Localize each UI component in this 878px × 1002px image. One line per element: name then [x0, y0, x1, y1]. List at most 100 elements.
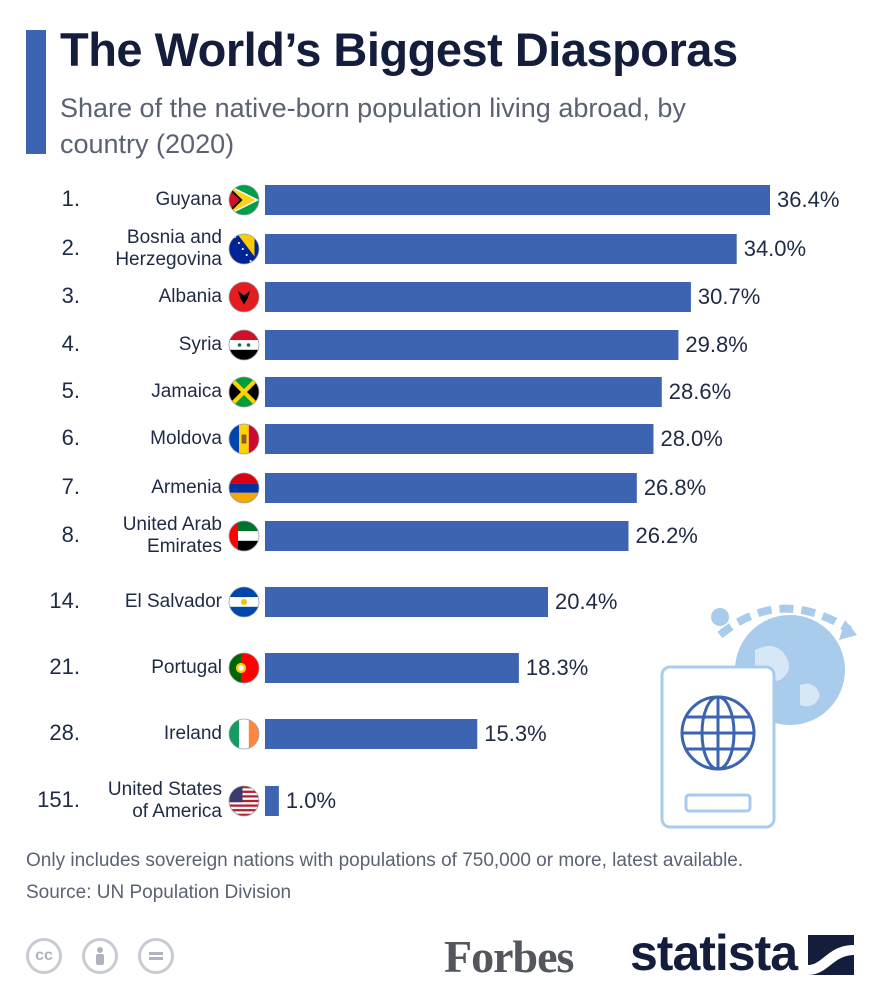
bar-row: 4. Syria 29.8%: [62, 329, 748, 361]
flag-part: [247, 380, 259, 404]
flag-part: [229, 340, 259, 350]
country-label: United States: [108, 779, 222, 800]
country-label: Moldova: [150, 428, 222, 449]
flag-part: [229, 531, 259, 541]
flag-star: [249, 259, 252, 263]
bar-row: 28. Ireland 15.3%: [49, 718, 547, 750]
flag-part: [239, 719, 249, 749]
flag-outline: [228, 472, 260, 504]
flag-outline: [228, 423, 260, 455]
value-label: 26.8%: [644, 475, 706, 500]
flag-part: [229, 380, 241, 404]
flag-outline: [228, 184, 260, 216]
bar: [265, 786, 279, 816]
value-label: 15.3%: [484, 721, 546, 746]
title-accent-bar: [26, 30, 46, 154]
flag-part: [229, 790, 259, 793]
bar-row: 6. Moldova 28.0%: [62, 423, 723, 455]
flag-star: [246, 343, 251, 347]
country-label: Ireland: [164, 723, 222, 744]
rank-label: 28.: [49, 720, 80, 745]
country-label: El Salvador: [125, 591, 223, 612]
armenia-flag-icon: [229, 473, 259, 503]
flag-outline: [228, 329, 260, 361]
flag-part: [241, 434, 247, 444]
rank-label: 151.: [37, 787, 80, 812]
bar: [265, 377, 662, 407]
value-label: 34.0%: [744, 236, 806, 261]
flag-part: [229, 606, 259, 617]
bar: [265, 185, 770, 215]
forbes-logo[interactable]: Forbes: [444, 931, 574, 982]
value-label: 30.7%: [698, 284, 760, 309]
flag-part: [229, 189, 240, 211]
guyana-flag-icon: [229, 185, 259, 215]
flag-part: [229, 483, 259, 493]
flag-part: [248, 719, 259, 749]
bar: [265, 234, 737, 264]
portugal-flag-icon: [229, 653, 259, 683]
rank-label: 2.: [62, 235, 80, 260]
jamaica-flag-icon: [229, 377, 259, 407]
flag-outline: [228, 520, 260, 552]
bar: [265, 719, 478, 749]
flag-part: [229, 492, 259, 503]
value-label: 18.3%: [526, 655, 588, 680]
flag-part: [237, 234, 255, 257]
flag-part: [229, 719, 240, 749]
flag-part: [229, 804, 259, 807]
flag-part: [241, 653, 259, 683]
rank-label: 4.: [62, 331, 80, 356]
rank-label: 5.: [62, 378, 80, 403]
rank-label: 14.: [49, 588, 80, 613]
chart-subtitle: Share of the native-born population livi…: [60, 93, 686, 159]
flag-star: [237, 343, 242, 347]
by-person-icon[interactable]: [82, 938, 118, 974]
moldova-flag-icon: [229, 424, 259, 454]
flag-star: [237, 241, 240, 245]
value-label: 28.6%: [669, 379, 731, 404]
rank-label: 6.: [62, 425, 80, 450]
bar: [265, 473, 637, 503]
flag-outline: [228, 376, 260, 408]
flag-star: [241, 247, 244, 251]
flag-emblem: [241, 599, 247, 605]
ireland-flag-icon: [229, 719, 259, 749]
rank-label: 7.: [62, 474, 80, 499]
flag-part: [229, 473, 259, 484]
el-salvador-flag-icon: [229, 587, 259, 617]
flag-part: [229, 799, 259, 803]
flag-part: [229, 349, 259, 360]
bar: [265, 282, 691, 312]
bar-row: 3. Albania 30.7%: [62, 281, 760, 313]
flag-outline: [228, 281, 260, 313]
flag-outline: [228, 652, 260, 684]
flag-outline: [228, 785, 260, 817]
flag-emblem: [238, 665, 244, 671]
country-label: Bosnia and: [127, 227, 222, 248]
country-label: Herzegovina: [115, 249, 222, 270]
albania-flag-icon: [229, 282, 259, 312]
flag-star: [245, 253, 248, 257]
bar-row: 21. Portugal 18.3%: [49, 652, 588, 684]
flag-part: [232, 395, 256, 407]
uae-flag-icon: [229, 521, 259, 551]
nd-equals-icon[interactable]: [138, 938, 174, 974]
flag-part: [229, 786, 259, 789]
flag-part: [229, 809, 259, 812]
bar: [265, 521, 629, 551]
footnote: Only includes sovereign nations with pop…: [26, 850, 744, 871]
flag-part: [229, 540, 259, 551]
bar: [265, 653, 519, 683]
flag-part: [229, 330, 259, 341]
rank-label: 1.: [62, 186, 80, 211]
statista-logo[interactable]: statista: [630, 925, 798, 981]
cc-license-icon[interactable]: cc: [26, 938, 62, 974]
value-label: 26.2%: [635, 523, 697, 548]
bar-row: 1. Guyana 36.4%: [62, 184, 839, 216]
bar-row: 5. Jamaica 28.6%: [62, 376, 731, 408]
value-label: 28.0%: [660, 426, 722, 451]
